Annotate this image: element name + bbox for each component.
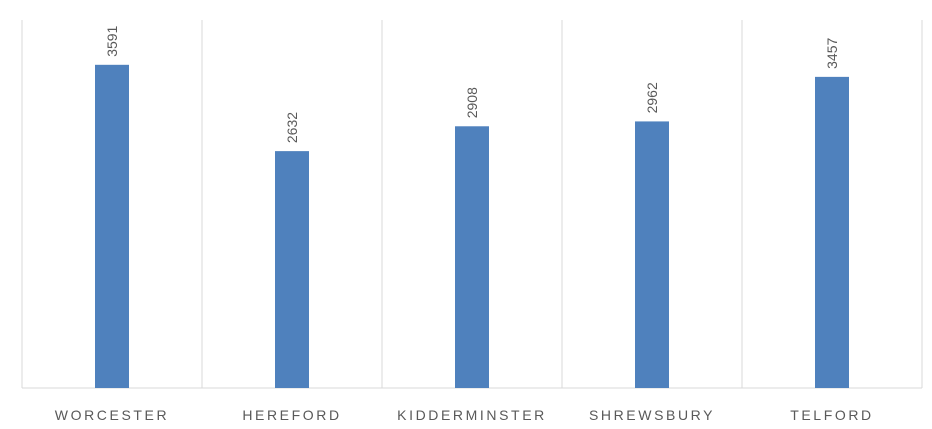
x-tick-label: KIDDERMINSTER <box>397 407 547 423</box>
bar <box>275 151 309 388</box>
data-label: 2632 <box>284 112 300 143</box>
data-label: 3591 <box>104 25 120 56</box>
bar <box>95 64 129 388</box>
data-label: 2908 <box>464 87 480 118</box>
x-tick-label: HEREFORD <box>242 407 341 423</box>
x-tick-label: TELFORD <box>790 407 874 423</box>
bar <box>455 126 489 388</box>
data-label: 3457 <box>824 38 840 69</box>
x-tick-label: SHREWSBURY <box>589 407 715 423</box>
separators <box>21 20 923 388</box>
bar <box>635 121 669 389</box>
x-tick-label: WORCESTER <box>55 407 169 423</box>
data-label: 2962 <box>644 82 660 113</box>
bar <box>815 76 849 389</box>
